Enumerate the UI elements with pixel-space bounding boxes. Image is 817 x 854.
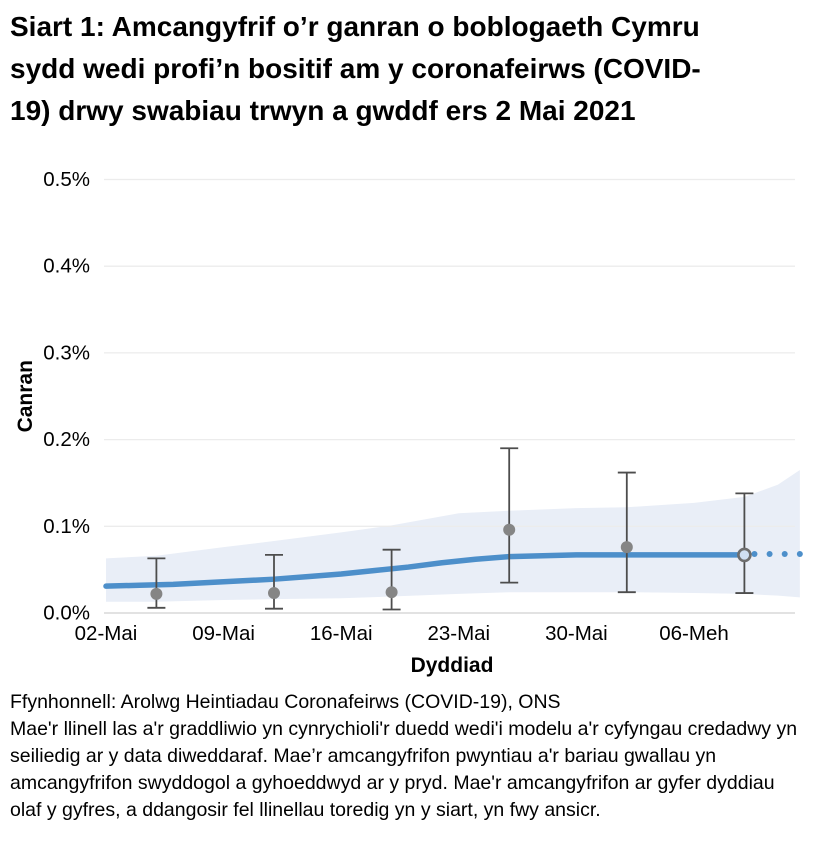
trend-line-dotted-segment bbox=[766, 551, 773, 558]
y-tick-label: 0.0% bbox=[43, 602, 90, 625]
y-tick-label: 0.2% bbox=[43, 428, 90, 451]
chart-footer: Ffynhonnell: Arolwg Heintiadau Coronafei… bbox=[10, 689, 802, 824]
x-tick-label: 30-Mai bbox=[545, 622, 608, 645]
point-estimate-dot bbox=[503, 523, 516, 536]
y-tick-label: 0.5% bbox=[43, 168, 90, 191]
x-tick-label: 16-Mai bbox=[310, 622, 373, 645]
x-axis-title: Dyddiad bbox=[411, 654, 494, 677]
y-tick-label: 0.4% bbox=[43, 255, 90, 278]
point-estimate-dot bbox=[620, 541, 633, 554]
chart-title-line-1: Siart 1: Amcangyfrif o’r ganran o boblog… bbox=[10, 11, 700, 42]
trend-line-dotted-segment bbox=[781, 551, 788, 558]
y-tick-label: 0.3% bbox=[43, 341, 90, 364]
y-axis-title: Canran bbox=[14, 360, 37, 432]
final-point-open-circle bbox=[737, 547, 752, 563]
point-estimate-dot bbox=[150, 587, 163, 600]
chart-title: Siart 1: Amcangyfrif o’r ganran o boblog… bbox=[10, 6, 810, 132]
footnote-text: Mae'r llinell las a'r graddliwio yn cynr… bbox=[10, 718, 798, 821]
trend-chart: 0.0% 0.1% 0.2% 0.3% 0.4% 0.5% 02-Mai 09-Mai 16-M… bbox=[14, 168, 803, 677]
x-tick-label: 09-Mai bbox=[192, 622, 255, 645]
x-tick-label: 23-Mai bbox=[427, 622, 490, 645]
trend-line-dotted-segment bbox=[751, 551, 758, 558]
point-estimate-dot bbox=[268, 587, 280, 600]
source-text: Ffynhonnell: Arolwg Heintiadau Coronafei… bbox=[10, 691, 561, 713]
chart-title-line-3: 19) drwy swabiau trwyn a gwddf ers 2 Mai… bbox=[10, 95, 636, 126]
trend-line-dotted-segment bbox=[796, 551, 803, 558]
y-tick-label: 0.1% bbox=[43, 515, 90, 538]
x-tick-label: 02-Mai bbox=[75, 622, 138, 645]
x-tick-label: 06-Meh bbox=[659, 622, 729, 645]
point-estimate-dot bbox=[385, 586, 398, 599]
chart-title-line-2: sydd wedi profi’n bositif am y coronafei… bbox=[10, 53, 701, 84]
